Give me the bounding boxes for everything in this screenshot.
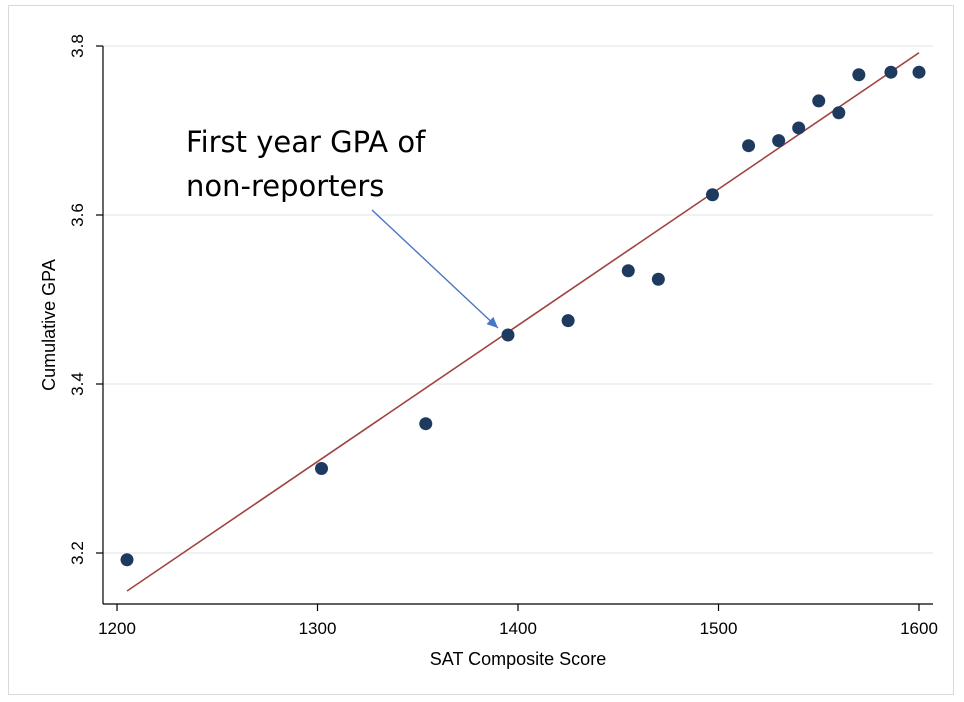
data-point — [792, 121, 806, 135]
x-tick-label: 1200 — [98, 619, 136, 638]
x-axis-title: SAT Composite Score — [430, 649, 606, 669]
data-point — [120, 553, 134, 567]
data-point — [315, 462, 329, 475]
data-point — [621, 264, 635, 278]
y-tick-label: 3.6 — [68, 203, 87, 227]
data-point — [501, 328, 515, 342]
annotation-arrow — [371, 209, 499, 329]
annotation: First year GPA of non-reporters — [186, 125, 499, 329]
data-point — [651, 272, 665, 286]
data-point — [561, 314, 575, 328]
data-point — [832, 106, 846, 120]
y-tick-label: 3.4 — [68, 372, 87, 396]
data-point — [912, 65, 926, 79]
data-point — [419, 417, 433, 431]
y-tick-label: 3.8 — [68, 34, 87, 58]
data-point — [705, 188, 719, 202]
annotation-text: non-reporters — [186, 169, 384, 203]
annotation-text: First year GPA of — [186, 125, 426, 159]
data-point — [884, 65, 898, 79]
axes: 3.2 3.4 3.6 3.8 1200 1300 1400 1500 1600 — [68, 34, 938, 638]
data-points — [120, 65, 926, 567]
annotation-arrowhead — [486, 316, 498, 328]
fit-line-layer — [126, 52, 920, 592]
data-point — [742, 139, 756, 153]
x-tick-label: 1600 — [900, 619, 938, 638]
fit-line — [126, 52, 920, 592]
x-tick-label: 1500 — [700, 619, 738, 638]
data-point — [812, 94, 826, 108]
grid-lines — [103, 45, 933, 554]
y-axis-title: Cumulative GPA — [39, 259, 59, 391]
data-point — [772, 134, 786, 148]
y-tick-label: 3.2 — [68, 541, 87, 565]
x-tick-label: 1300 — [299, 619, 337, 638]
x-tick-label: 1400 — [499, 619, 537, 638]
data-point — [852, 68, 866, 82]
